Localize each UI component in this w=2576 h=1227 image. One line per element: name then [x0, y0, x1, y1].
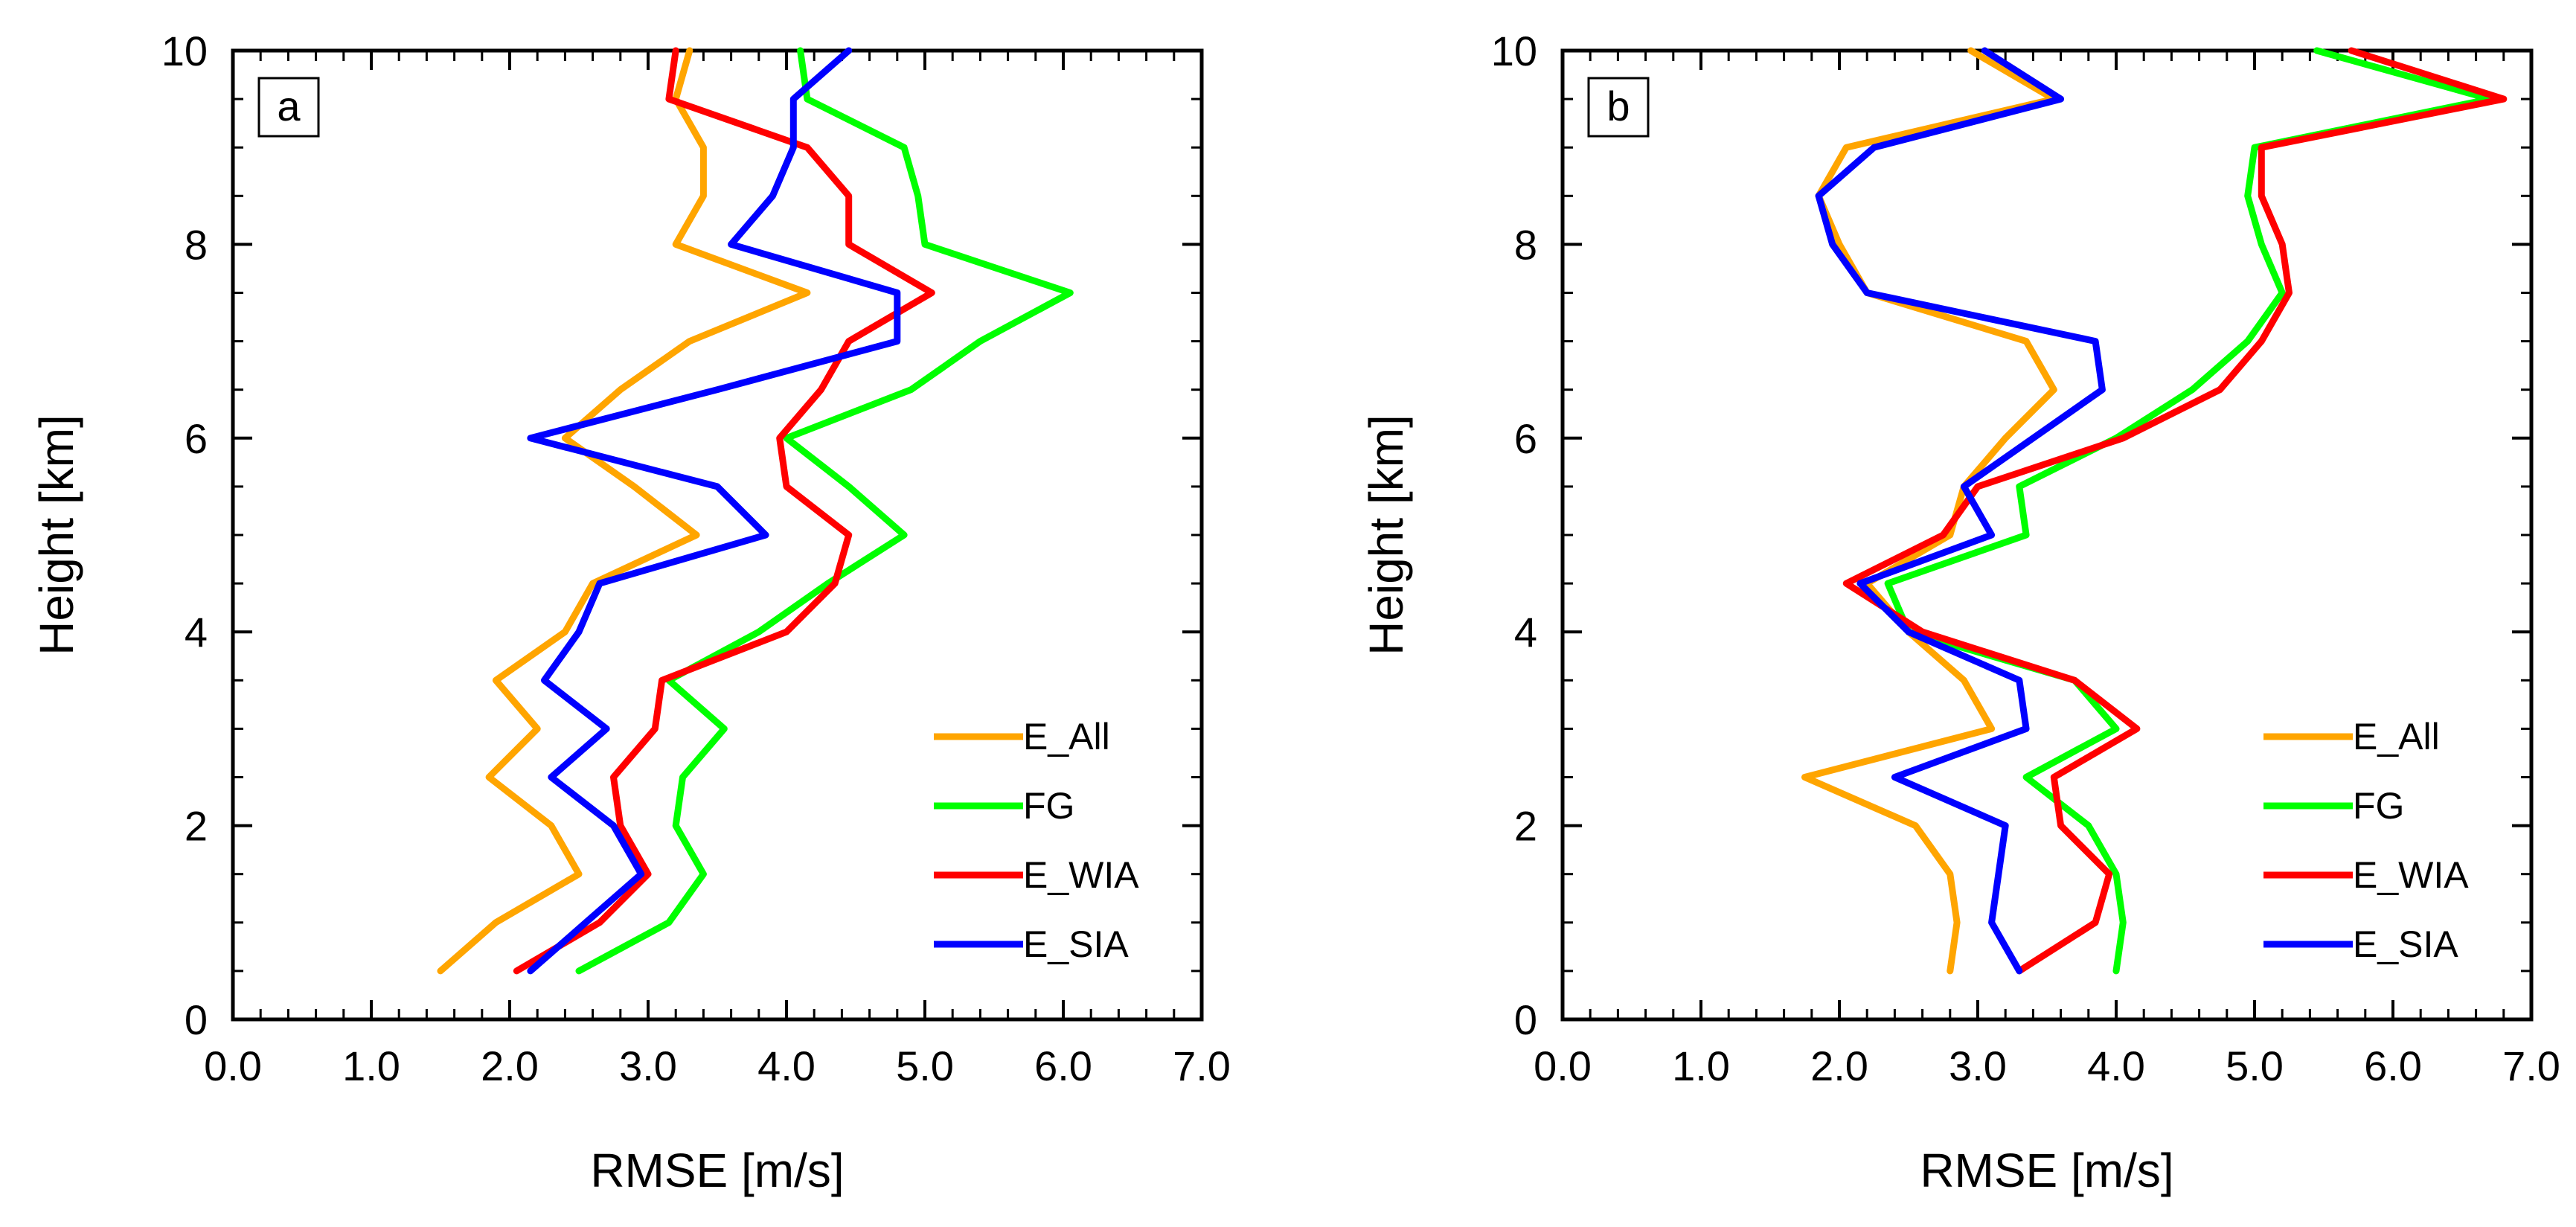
y-tick-label: 0 — [185, 996, 208, 1043]
panel-label: a — [277, 83, 301, 129]
y-tick-label: 4 — [1514, 609, 1537, 656]
series-line-e-wia — [1842, 47, 2508, 975]
legend-label: FG — [2353, 785, 2404, 827]
x-axis-title: RMSE [m/s] — [1920, 1144, 2173, 1197]
panel-label: b — [1606, 83, 1630, 129]
x-tick-label: 3.0 — [1949, 1042, 2007, 1089]
panel-b: 0.0 1.0 2.0 3.0 4.0 5.0 6.0 7.0 0 2 4 6 8 10 RMSE [m/s… — [1359, 28, 2560, 1197]
x-tick-label: 1.0 — [1672, 1042, 1730, 1089]
panel-label-box — [257, 77, 320, 138]
legend-label: E_WIA — [2353, 854, 2469, 896]
panel-label-box — [1587, 77, 1650, 138]
legend-entry: E_SIA — [934, 923, 1129, 965]
legend-entry: E_WIA — [2263, 854, 2469, 896]
x-tick-label: 2.0 — [1810, 1042, 1868, 1089]
series-line-e-sia — [1815, 47, 2106, 975]
y-tick-label: 10 — [161, 28, 208, 74]
y-tick-label: 6 — [1514, 415, 1537, 462]
legend-label: FG — [1023, 785, 1074, 827]
series-line-fg — [1884, 47, 2493, 975]
x-tick-label: 6.0 — [2364, 1042, 2422, 1089]
y-tick-label: 2 — [185, 803, 208, 850]
y-tick-label: 10 — [1491, 28, 1537, 74]
legend-entry: E_All — [2263, 716, 2440, 757]
x-tick-label: 1.0 — [342, 1042, 400, 1089]
x-tick-label: 5.0 — [896, 1042, 954, 1089]
legend-entry: E_All — [934, 716, 1110, 757]
x-tick-label: 2.0 — [481, 1042, 539, 1089]
legend-label: E_WIA — [1023, 854, 1139, 896]
x-tick-label: 3.0 — [619, 1042, 677, 1089]
legend-label: E_All — [2353, 716, 2440, 757]
x-tick-label: 0.0 — [1534, 1042, 1592, 1089]
x-tick-label: 0.0 — [204, 1042, 262, 1089]
y-tick-label: 8 — [185, 221, 208, 268]
y-tick-label: 0 — [1514, 996, 1537, 1043]
legend-label: E_SIA — [2353, 923, 2458, 965]
x-tick-label: 4.0 — [757, 1042, 816, 1089]
series-line-e-sia — [527, 47, 901, 975]
x-tick-label: 7.0 — [2502, 1042, 2560, 1089]
y-axis-title: Height [km] — [30, 414, 83, 656]
series-line-e-wia — [513, 47, 935, 975]
x-tick-label: 5.0 — [2226, 1042, 2284, 1089]
legend-entry: E_SIA — [2263, 923, 2458, 965]
x-tick-label: 7.0 — [1173, 1042, 1231, 1089]
legend-entry: FG — [934, 785, 1074, 827]
y-tick-label: 8 — [1514, 221, 1537, 268]
y-tick-label: 4 — [185, 609, 208, 656]
legend-entry: E_WIA — [934, 854, 1139, 896]
y-tick-label: 6 — [185, 415, 208, 462]
legend-label: E_SIA — [1023, 923, 1129, 965]
series-line-e-all — [1801, 47, 2057, 975]
series-line-fg — [575, 47, 1074, 975]
x-axis-title: RMSE [m/s] — [590, 1144, 844, 1197]
legend-label: E_All — [1023, 716, 1110, 757]
y-tick-label: 2 — [1514, 803, 1537, 850]
x-tick-label: 4.0 — [2087, 1042, 2145, 1089]
x-tick-label: 6.0 — [1034, 1042, 1092, 1089]
legend-entry: FG — [2263, 785, 2404, 827]
panel-a: 0.0 1.0 2.0 3.0 4.0 5.0 6.0 7.0 0 2 4 6 8 10 RMSE [m/s… — [30, 28, 1231, 1197]
y-axis-title: Height [km] — [1359, 414, 1413, 656]
series-line-e-all — [437, 47, 811, 975]
